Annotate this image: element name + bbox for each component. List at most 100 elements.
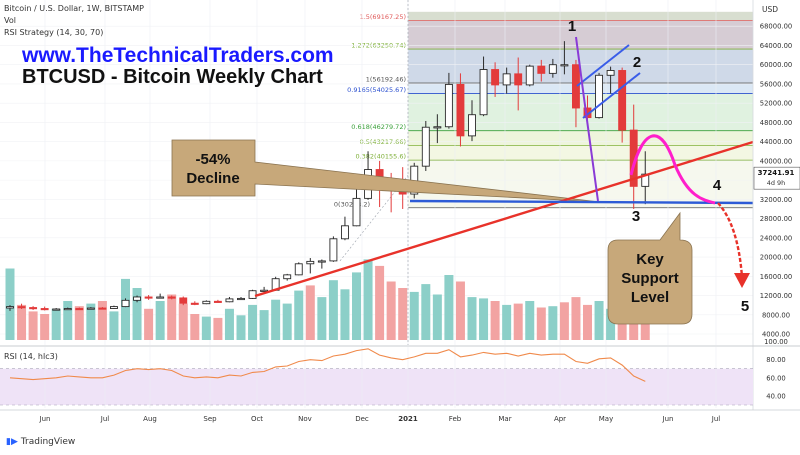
price-tick-label: 8000.00 (762, 311, 790, 319)
volume-bar (421, 284, 431, 340)
volume-bar (294, 290, 304, 340)
site-url[interactable]: www.TheTechnicalTraders.com (22, 44, 334, 67)
candle-body (352, 197, 361, 227)
volume-bar (190, 314, 200, 340)
fib-label-3: 0.9165(54025.67) (347, 86, 406, 94)
price-tick-label: 20000.00 (760, 254, 792, 262)
volume-bar (201, 316, 211, 340)
candle-body (121, 299, 130, 308)
candle-body (52, 308, 61, 311)
time-tick-label: Apr (554, 415, 566, 423)
rsi-tick-label: 100.00 (764, 338, 788, 346)
projection-wave-5 (717, 202, 744, 278)
fib-band-4 (408, 93, 753, 131)
volume-bar (74, 306, 84, 340)
volume-bar (571, 297, 581, 340)
price-tick-label: 68000.00 (760, 23, 792, 31)
fib-label-7: 0(30248.2) (334, 200, 370, 208)
volume-bar (536, 307, 546, 340)
wave-label-3: 3 (632, 208, 640, 225)
volume-bar (409, 291, 419, 340)
channel-upper (576, 44, 630, 87)
decline-text-line2: Decline (186, 170, 239, 187)
volume-bar (17, 304, 27, 340)
volume-bar (513, 303, 523, 340)
candle-body (514, 73, 523, 86)
candle-body (548, 64, 557, 74)
candle-body (63, 308, 72, 311)
tradingview-logo[interactable]: ▮▶ TradingView (6, 437, 75, 447)
decline-text-line1: -54% (195, 151, 230, 168)
volume-bar (548, 306, 558, 340)
volume-bar (363, 259, 373, 340)
time-tick-label: Jun (662, 415, 674, 423)
time-tick-label: Oct (251, 415, 263, 423)
candle-body (502, 73, 511, 86)
fib-label-6: 0.382(40155.6) (355, 153, 406, 161)
rsi-tick-label: 40.00 (766, 392, 785, 400)
volume-bar (51, 308, 61, 340)
chart-title: BTCUSD - Bitcoin Weekly Chart (22, 66, 323, 88)
candle-body (595, 74, 603, 119)
volume-bar (432, 294, 442, 340)
channel-lower (582, 72, 641, 119)
volume-bar (248, 304, 258, 340)
candle-body (248, 290, 257, 299)
volume-bar (63, 301, 73, 340)
candle-body (167, 296, 176, 299)
price-tick-label: 40000.00 (760, 157, 792, 165)
time-tick-label: Nov (298, 415, 312, 423)
volume-bar (167, 294, 177, 340)
support-text-line1: Key (636, 251, 664, 268)
volume-bar (606, 308, 616, 340)
last-price-label: 37241.91 (758, 169, 795, 177)
volume-bar (328, 280, 338, 340)
volume-bar (86, 303, 96, 340)
volume-bar (282, 303, 292, 340)
price-tick-label: 64000.00 (760, 42, 792, 50)
candle-body (283, 274, 292, 280)
candle-body (329, 238, 338, 262)
tradingview-label: TradingView (20, 437, 76, 447)
candle-body (491, 69, 500, 86)
volume-bar (178, 303, 188, 340)
volume-bar (502, 304, 512, 340)
currency-label: USD (762, 5, 778, 14)
volume-bar (317, 297, 327, 340)
volume-bar (213, 317, 223, 340)
candle-body (525, 65, 534, 86)
volume-bar (155, 301, 165, 340)
wave-label-5: 5 (741, 298, 749, 315)
last-price-box (753, 166, 800, 190)
volume-bar (121, 278, 130, 340)
trendline (254, 140, 754, 298)
time-tick-label: Sep (203, 415, 217, 423)
support-text-line2: Support (621, 270, 679, 287)
decline-callout (171, 139, 601, 203)
candle-body (86, 307, 95, 310)
fib-band-6 (408, 145, 753, 161)
wave-label-4: 4 (713, 177, 722, 194)
price-tick-label: 24000.00 (760, 234, 792, 242)
volume-bar (525, 301, 535, 340)
candle-body (618, 70, 627, 131)
volume-bar (236, 315, 246, 340)
volume-bar (375, 265, 385, 340)
volume-bar (28, 311, 38, 340)
candle-body (6, 306, 14, 309)
projection-wave-4 (629, 134, 716, 205)
time-tick-label: Feb (449, 415, 462, 423)
rsi-strategy-label: RSI Strategy (14, 30, 70) (4, 28, 104, 37)
candle-body (444, 83, 453, 128)
price-tick-label: 32000.00 (760, 196, 792, 204)
volume-bar (109, 311, 119, 340)
rsi-band (0, 368, 753, 405)
support-text-line3: Level (631, 289, 669, 306)
candle-body (75, 308, 84, 311)
support-callout (607, 211, 693, 325)
candle-body (560, 64, 569, 67)
volume-bar (479, 298, 489, 340)
volume-bar (455, 281, 465, 340)
time-tick-label: Jul (711, 415, 721, 423)
price-tick-label: 48000.00 (760, 119, 792, 127)
